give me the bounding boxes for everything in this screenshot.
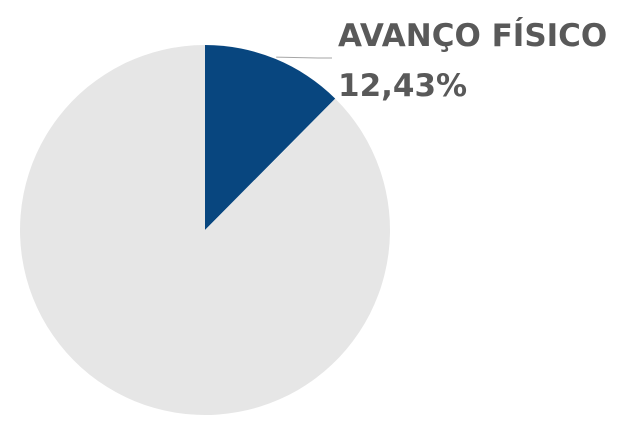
pie-slices	[20, 45, 391, 415]
leader-line	[276, 56, 332, 59]
pie-slice-avanco-fisico	[205, 45, 336, 230]
pie-slice-remaining	[20, 45, 391, 415]
slice-label-value: 12,43%	[338, 68, 467, 104]
slice-label-name: AVANÇO FÍSICO	[338, 18, 607, 54]
